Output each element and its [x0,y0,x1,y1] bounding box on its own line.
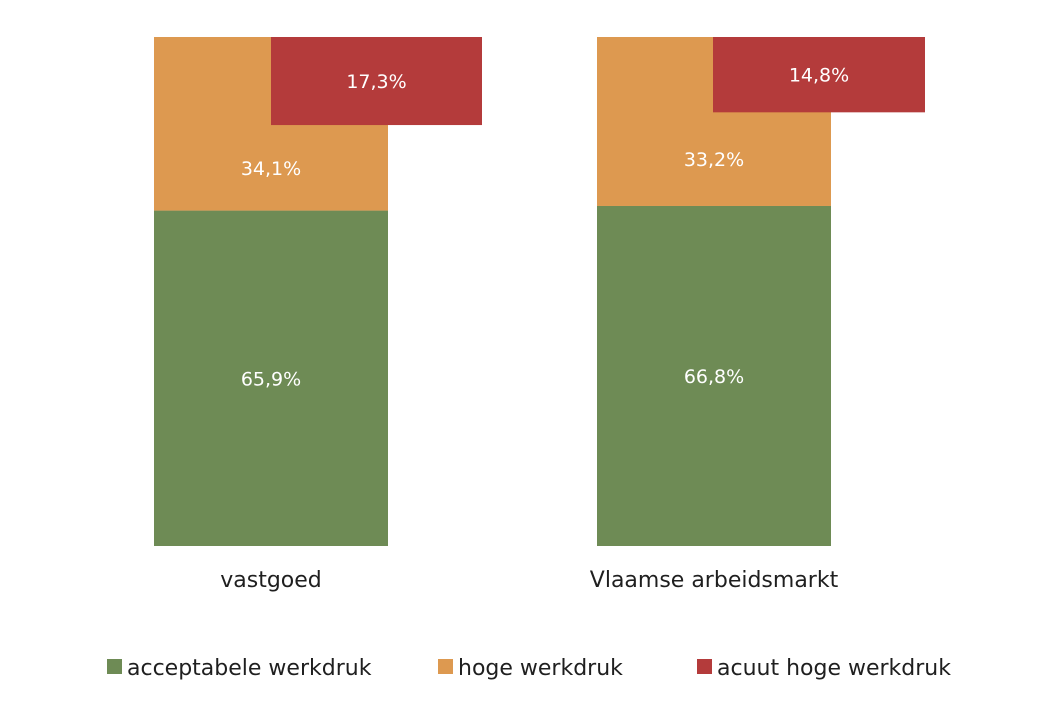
legend-swatch-hoge-werkdruk [438,659,453,674]
data-label-hoge-werkdruk-vlaamse-arbeidsmarkt: 33,2% [684,149,744,171]
legend-label-hoge-werkdruk: hoge werkdruk [458,656,623,681]
bar-acuut-hoge-werkdruk-vastgoed [271,37,482,126]
legend-label-acceptabele-werkdruk: acceptabele werkdruk [127,656,372,681]
labels-layer: 65,9% 34,1% 17,3% vastgoed 66,8% 33,2% 14,8% Vl… [220,65,849,593]
bar-acceptabele-werkdruk-vlaamse-arbeidsmarkt [597,205,831,546]
bars-layer [154,37,925,546]
data-label-acuut-hoge-werkdruk-vastgoed: 17,3% [346,71,406,93]
legend-label-acuut-hoge-werkdruk: acuut hoge werkdruk [717,656,951,681]
bar-acceptabele-werkdruk-vastgoed [154,210,388,546]
bar-acuut-hoge-werkdruk-vlaamse-arbeidsmarkt [713,37,925,113]
data-label-acceptabele-werkdruk-vastgoed: 65,9% [241,368,301,390]
legend-swatch-acceptabele-werkdruk [107,659,122,674]
legend: acceptabele werkdruk hoge werkdruk acuut h… [107,656,951,681]
data-label-acuut-hoge-werkdruk-vlaamse-arbeidsmarkt: 14,8% [789,65,849,87]
category-label-vastgoed: vastgoed [220,568,322,593]
legend-swatch-acuut-hoge-werkdruk [697,659,712,674]
category-label-vlaamse-arbeidsmarkt: Vlaamse arbeidsmarkt [590,568,839,593]
data-label-hoge-werkdruk-vastgoed: 34,1% [241,158,301,180]
data-label-acceptabele-werkdruk-vlaamse-arbeidsmarkt: 66,8% [684,366,744,388]
